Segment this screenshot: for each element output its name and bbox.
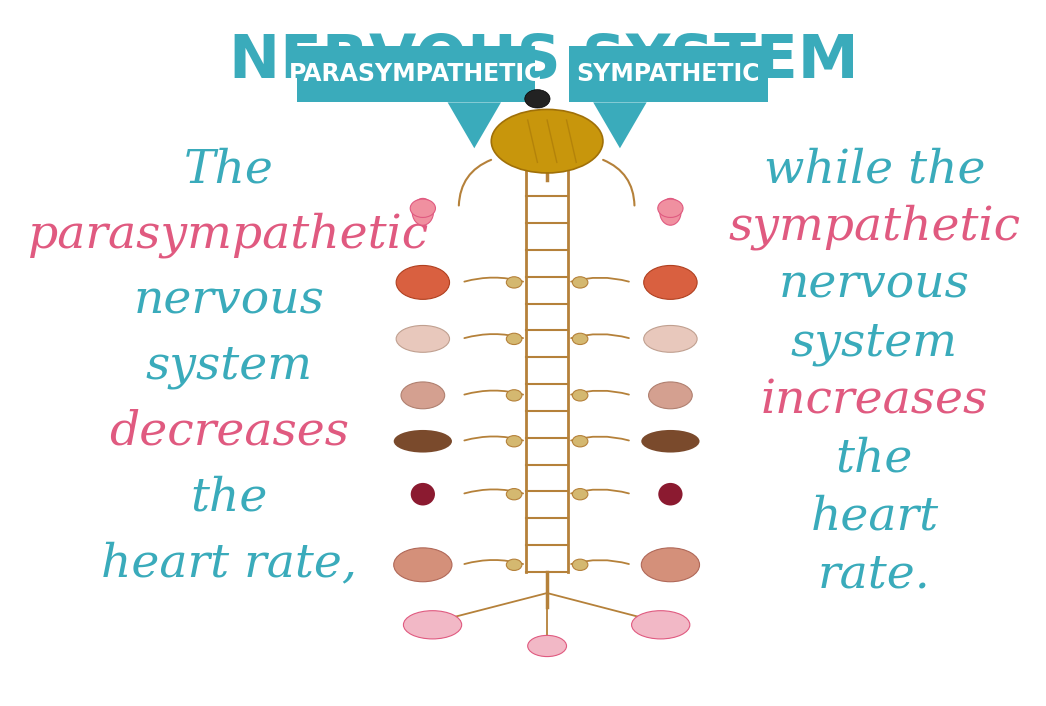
Text: NERVOUS SYSTEM: NERVOUS SYSTEM	[229, 32, 859, 91]
Text: sympathetic: sympathetic	[728, 205, 1020, 250]
Circle shape	[572, 489, 588, 500]
Circle shape	[506, 277, 522, 288]
Ellipse shape	[404, 611, 461, 639]
Circle shape	[506, 333, 522, 345]
Text: system: system	[145, 344, 312, 389]
Text: PARASYMPATHETIC: PARASYMPATHETIC	[290, 62, 543, 86]
Ellipse shape	[643, 325, 697, 352]
Ellipse shape	[658, 483, 683, 505]
Text: the: the	[836, 436, 913, 481]
Text: heart: heart	[811, 494, 938, 539]
Text: increases: increases	[760, 378, 987, 424]
Circle shape	[572, 436, 588, 447]
Text: system: system	[791, 321, 958, 366]
Circle shape	[506, 559, 522, 570]
Circle shape	[658, 199, 683, 217]
Text: heart rate,: heart rate,	[100, 541, 357, 586]
Text: SYMPATHETIC: SYMPATHETIC	[576, 62, 760, 86]
Text: while the: while the	[764, 147, 985, 192]
Ellipse shape	[401, 382, 445, 409]
FancyBboxPatch shape	[569, 46, 768, 102]
Ellipse shape	[492, 109, 602, 173]
Text: nervous: nervous	[779, 263, 970, 308]
Circle shape	[572, 559, 588, 570]
FancyBboxPatch shape	[297, 46, 535, 102]
Circle shape	[506, 390, 522, 401]
Ellipse shape	[396, 265, 450, 299]
Ellipse shape	[641, 430, 700, 453]
Text: The: The	[184, 147, 274, 192]
Circle shape	[410, 199, 435, 217]
Ellipse shape	[396, 325, 450, 352]
Ellipse shape	[641, 548, 700, 582]
Text: decreases: decreases	[109, 409, 348, 455]
Text: rate.: rate.	[818, 552, 931, 597]
Text: nervous: nervous	[133, 278, 324, 323]
Circle shape	[572, 390, 588, 401]
Ellipse shape	[643, 265, 697, 299]
Circle shape	[506, 436, 522, 447]
Circle shape	[572, 333, 588, 345]
Polygon shape	[593, 102, 646, 148]
Ellipse shape	[412, 198, 433, 225]
Polygon shape	[448, 102, 501, 148]
Circle shape	[572, 277, 588, 288]
Text: the: the	[190, 475, 268, 520]
Ellipse shape	[527, 635, 567, 657]
Ellipse shape	[393, 430, 452, 453]
Ellipse shape	[411, 483, 435, 505]
Circle shape	[525, 90, 550, 108]
Ellipse shape	[660, 198, 681, 225]
Ellipse shape	[649, 382, 692, 409]
Ellipse shape	[393, 548, 452, 582]
Text: parasympathetic: parasympathetic	[28, 213, 429, 258]
Circle shape	[506, 489, 522, 500]
Ellipse shape	[632, 611, 689, 639]
